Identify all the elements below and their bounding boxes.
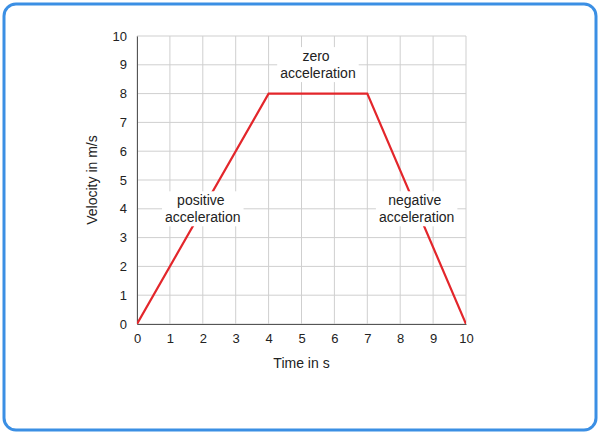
annotation-background — [376, 191, 458, 226]
y-tick: 4 — [120, 201, 137, 216]
y-tick-label: 9 — [120, 57, 127, 72]
grid — [137, 36, 466, 324]
y-tick-label: 8 — [120, 86, 127, 101]
y-grid-line — [137, 180, 466, 181]
x-tick: 0 — [134, 324, 141, 346]
y-tick: 7 — [120, 115, 137, 130]
x-tick-label: 10 — [459, 331, 473, 346]
marks — [137, 94, 466, 324]
annotation-group: positive acceleration — [162, 191, 244, 226]
y-tick-label: 10 — [113, 29, 127, 44]
y-tick: 2 — [120, 259, 137, 274]
y-tick: 1 — [120, 288, 137, 303]
x-tick-label: 3 — [233, 331, 240, 346]
y-tick-label: 6 — [120, 144, 127, 159]
y-axis-line — [137, 37, 138, 325]
x-tick-label: 1 — [167, 331, 174, 346]
annotation: positive acceleration — [165, 192, 241, 225]
x-tick-label: 4 — [265, 331, 272, 346]
y-tick: 3 — [120, 230, 137, 245]
y-tick-label: 3 — [120, 230, 127, 245]
y-axis-title: Velocity in m/s — [84, 135, 100, 224]
y-tick-label: 0 — [120, 317, 127, 332]
y-tick: 9 — [120, 57, 137, 72]
annotation-group: zero acceleration — [277, 47, 359, 82]
y-tick-label: 2 — [120, 259, 127, 274]
x-tick: 9 — [430, 324, 437, 346]
x-tick: 2 — [200, 324, 207, 346]
annotation: zero acceleration — [280, 48, 356, 81]
x-tick-label: 8 — [397, 331, 404, 346]
y-axis: 0 1 2 3 4 5 6 7 8 9 10 — [113, 29, 138, 332]
y-tick: 8 — [120, 86, 137, 101]
y-grid-line — [137, 295, 466, 296]
y-grid-line — [137, 151, 466, 152]
annotation-group: negative acceleration — [376, 191, 458, 226]
y-grid-line — [137, 36, 466, 37]
x-tick: 3 — [233, 324, 240, 346]
y-tick-label: 4 — [120, 201, 127, 216]
x-tick: 5 — [298, 324, 305, 346]
y-grid-line — [137, 266, 466, 267]
annotation: negative acceleration — [379, 192, 455, 225]
x-tick-label: 2 — [200, 331, 207, 346]
x-tick-label: 0 — [134, 331, 141, 346]
x-tick-label: 9 — [430, 331, 437, 346]
y-tick: 0 — [120, 317, 137, 332]
y-tick: 10 — [113, 29, 137, 44]
y-tick-label: 1 — [120, 288, 127, 303]
x-tick: 6 — [331, 324, 338, 346]
y-tick: 6 — [120, 144, 137, 159]
x-tick: 10 — [459, 324, 473, 346]
x-tick-label: 6 — [331, 331, 338, 346]
chart: 0 1 2 3 4 5 6 7 8 9 10 0 1 2 3 4 5 6 7 8 9 10 positive acceler… — [0, 0, 600, 434]
plot: 0 1 2 3 4 5 6 7 8 9 10 0 1 2 3 4 5 6 7 8 9 10 positive acceler… — [113, 29, 474, 347]
x-tick-label: 7 — [364, 331, 371, 346]
x-tick: 8 — [397, 324, 404, 346]
annotation-background — [162, 191, 244, 226]
y-grid-line — [137, 324, 466, 325]
x-grid-line — [137, 36, 138, 324]
x-axis-line — [138, 324, 467, 325]
x-tick: 7 — [364, 324, 371, 346]
x-tick: 4 — [265, 324, 272, 346]
annotation-background — [277, 47, 359, 82]
y-tick-label: 5 — [120, 173, 127, 188]
outer-frame — [4, 4, 596, 430]
y-grid-line — [137, 122, 466, 123]
y-tick-label: 7 — [120, 115, 127, 130]
data-line — [137, 94, 466, 324]
x-axis: 0 1 2 3 4 5 6 7 8 9 10 — [134, 324, 474, 346]
x-axis-title: Time in s — [273, 355, 329, 371]
annotations: positive acceleration zero acceleration ne… — [162, 47, 457, 226]
y-tick: 5 — [120, 173, 137, 188]
x-tick: 1 — [167, 324, 174, 346]
x-tick-label: 5 — [298, 331, 305, 346]
